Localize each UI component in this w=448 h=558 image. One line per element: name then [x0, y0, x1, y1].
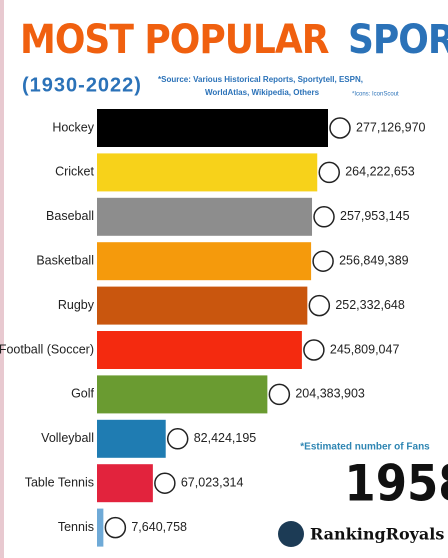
- brand-logo: [278, 521, 304, 547]
- value-label: 82,424,195: [194, 431, 257, 445]
- category-label: Tennis: [58, 520, 94, 534]
- bar: [97, 331, 302, 369]
- brand: RankingRoyals: [310, 525, 444, 544]
- subtitle: (1930-2022): [22, 74, 142, 96]
- category-label: Cricket: [55, 165, 94, 179]
- bar: [97, 464, 153, 503]
- category-label: Rugby: [58, 298, 95, 312]
- bar: [97, 197, 313, 236]
- category-label: Baseball: [46, 209, 94, 223]
- value-label: 67,023,314: [181, 475, 244, 489]
- icon: [166, 428, 189, 450]
- year: 1958: [344, 455, 448, 513]
- value-label: 264,222,653: [345, 165, 415, 179]
- bar: [97, 375, 268, 414]
- bar: [97, 286, 308, 325]
- value-label: 256,849,389: [339, 253, 409, 267]
- value-label: 7,640,758: [131, 520, 187, 534]
- value-label: 252,332,648: [335, 298, 405, 312]
- value-label: 204,383,903: [295, 387, 365, 401]
- bar: [97, 419, 166, 458]
- category-label: Hockey: [52, 120, 94, 134]
- icon: [104, 516, 127, 539]
- icons-credit: *Icons: IconScout: [352, 92, 399, 98]
- bars: Hockey 277,126,970 Cricket 264,222,653 Baseb…: [0, 109, 426, 547]
- bar: [97, 242, 312, 281]
- icon: [318, 161, 340, 184]
- note: *Estimated number of Fans: [300, 442, 430, 453]
- icon: [268, 383, 291, 406]
- value-label: 257,953,145: [340, 209, 410, 223]
- bar: [97, 508, 104, 547]
- bar: [97, 153, 318, 192]
- bar: [97, 109, 328, 147]
- left-stripe: [0, 0, 4, 558]
- category-label: Table Tennis: [25, 475, 94, 489]
- value-label: 245,809,047: [330, 342, 400, 356]
- category-label: Football (Soccer): [0, 342, 94, 356]
- category-label: Volleyball: [41, 431, 94, 445]
- title-part: SPORTS: [348, 17, 448, 63]
- chart-title: MOST POPULAR SPORTS: [20, 17, 448, 63]
- icon: [154, 472, 176, 494]
- icon: [329, 117, 351, 139]
- source: WorldAtlas, Wikipedia, Others: [205, 88, 320, 97]
- title-part: MOST POPULAR: [20, 17, 329, 63]
- icon: [313, 206, 335, 228]
- icon: [312, 250, 334, 272]
- source: *Source: Various Historical Reports, Spo…: [158, 75, 363, 84]
- category-label: Basketball: [36, 253, 94, 267]
- category-label: Golf: [71, 387, 94, 401]
- icon: [303, 339, 325, 361]
- icon: [308, 294, 331, 317]
- value-label: 277,126,970: [356, 120, 426, 134]
